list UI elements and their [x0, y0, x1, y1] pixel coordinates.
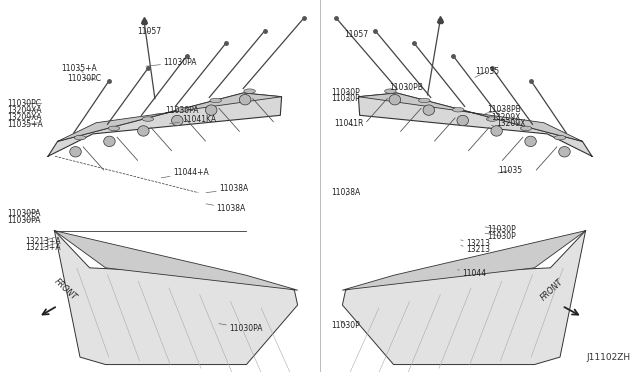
Text: 11038A: 11038A — [206, 204, 246, 213]
Text: 11030P: 11030P — [332, 321, 360, 330]
Ellipse shape — [70, 147, 81, 157]
Polygon shape — [54, 231, 298, 290]
Text: 11035: 11035 — [475, 67, 499, 77]
Polygon shape — [358, 93, 592, 156]
Polygon shape — [54, 231, 298, 365]
Text: 11044: 11044 — [458, 269, 486, 278]
Text: 11041KA: 11041KA — [170, 115, 216, 124]
Ellipse shape — [423, 105, 435, 115]
Text: 11038A: 11038A — [206, 185, 248, 193]
Text: 11030PC: 11030PC — [67, 74, 101, 83]
Ellipse shape — [486, 117, 498, 121]
Ellipse shape — [205, 105, 217, 115]
Polygon shape — [342, 231, 586, 365]
Ellipse shape — [108, 126, 120, 131]
Text: 11038PB: 11038PB — [485, 105, 522, 114]
Text: FRONT: FRONT — [52, 277, 79, 302]
Text: 13209X: 13209X — [488, 113, 521, 122]
Ellipse shape — [554, 135, 566, 140]
Text: 11030PB: 11030PB — [389, 83, 423, 92]
Text: 11035: 11035 — [498, 166, 522, 175]
Text: 13213+A: 13213+A — [26, 237, 61, 246]
Text: J11102ZH: J11102ZH — [586, 353, 630, 362]
Text: 11030PA: 11030PA — [219, 324, 262, 333]
Ellipse shape — [457, 115, 468, 126]
Polygon shape — [58, 93, 282, 141]
Ellipse shape — [389, 94, 401, 105]
Ellipse shape — [244, 89, 255, 93]
Polygon shape — [358, 93, 582, 141]
Text: 11041R: 11041R — [334, 119, 364, 128]
Ellipse shape — [210, 98, 221, 103]
Ellipse shape — [452, 108, 464, 112]
Ellipse shape — [525, 136, 536, 147]
Text: 13213: 13213 — [461, 246, 490, 254]
Ellipse shape — [520, 126, 532, 131]
Text: 11035+A: 11035+A — [61, 64, 97, 73]
Text: 11030P: 11030P — [485, 232, 516, 241]
Ellipse shape — [559, 147, 570, 157]
Polygon shape — [48, 93, 282, 156]
Text: 13213: 13213 — [461, 239, 490, 248]
Text: 13213+A: 13213+A — [26, 243, 61, 252]
Ellipse shape — [176, 108, 188, 112]
Text: 11057: 11057 — [344, 30, 369, 39]
Text: 11030P: 11030P — [332, 94, 360, 103]
Text: 11035+A: 11035+A — [8, 120, 44, 129]
Ellipse shape — [419, 98, 430, 103]
Ellipse shape — [385, 89, 396, 93]
Text: 11057: 11057 — [138, 27, 162, 36]
Text: 11030PA: 11030PA — [152, 106, 198, 115]
Text: 11038A: 11038A — [332, 188, 361, 197]
Text: 11044+A: 11044+A — [161, 169, 209, 178]
Text: 13209XA: 13209XA — [8, 113, 42, 122]
Text: 11030P: 11030P — [485, 225, 516, 234]
Text: 11030PA: 11030PA — [8, 209, 41, 218]
Text: 11030PC: 11030PC — [8, 99, 42, 108]
Ellipse shape — [239, 94, 251, 105]
Ellipse shape — [142, 117, 154, 121]
Polygon shape — [342, 231, 586, 290]
Ellipse shape — [138, 126, 149, 136]
Ellipse shape — [74, 135, 86, 140]
Ellipse shape — [491, 126, 502, 136]
Text: 13209X: 13209X — [492, 119, 525, 128]
Ellipse shape — [172, 115, 183, 126]
Ellipse shape — [104, 136, 115, 147]
Text: 11030PA: 11030PA — [8, 216, 41, 225]
Text: 11030PA: 11030PA — [146, 58, 196, 67]
Text: 11030P: 11030P — [332, 88, 360, 97]
Text: 13209XA: 13209XA — [8, 106, 42, 115]
Text: FRONT: FRONT — [539, 277, 565, 302]
